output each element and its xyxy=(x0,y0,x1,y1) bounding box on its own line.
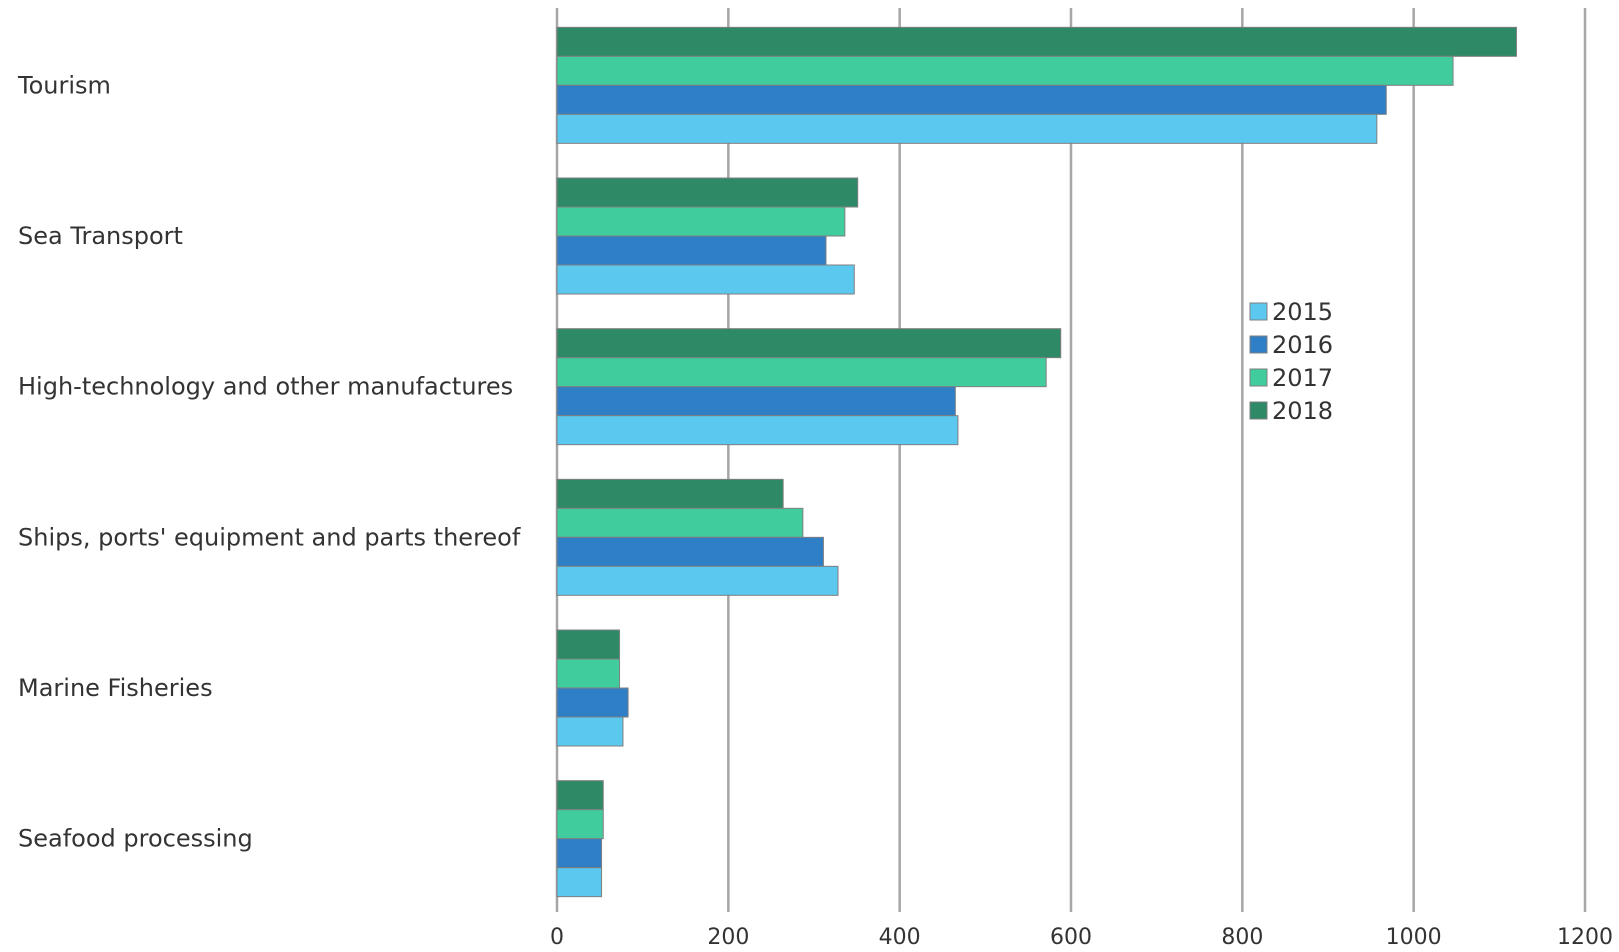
x-tick-label: 1000 xyxy=(1386,925,1442,950)
bar-2018-3 xyxy=(556,478,784,509)
bars xyxy=(556,26,1517,898)
bar-2015-3 xyxy=(556,565,839,596)
bar-2015-2 xyxy=(556,415,959,446)
legend-swatch-2017 xyxy=(1249,368,1268,387)
legend-label: 2015 xyxy=(1272,298,1333,326)
x-tick-label: 800 xyxy=(1221,925,1263,950)
x-tick-label: 600 xyxy=(1050,925,1092,950)
category-label: Sea Transport xyxy=(18,222,183,250)
bar-2017-2 xyxy=(556,357,1047,388)
category-label: Tourism xyxy=(17,71,111,99)
bar-2018-2 xyxy=(556,328,1062,359)
bar-2016-2 xyxy=(556,386,956,417)
bar-2018-5 xyxy=(556,780,604,811)
category-label: Seafood processing xyxy=(18,825,253,853)
x-tick-label: 0 xyxy=(550,925,564,950)
bar-2015-5 xyxy=(556,867,603,898)
legend-label: 2017 xyxy=(1272,364,1333,392)
x-axis-tick-labels: 0 200 400 600 800 1000 1200 xyxy=(550,925,1613,950)
legend-label: 2016 xyxy=(1272,331,1333,359)
category-label: Ships, ports' equipment and parts thereo… xyxy=(18,523,521,551)
bar-2017-5 xyxy=(556,809,604,840)
category-label: High-technology and other manufactures xyxy=(18,373,513,401)
bar-2017-1 xyxy=(556,206,846,237)
gridlines xyxy=(555,8,1587,912)
bar-2017-4 xyxy=(556,658,621,689)
bar-2017-0 xyxy=(556,55,1454,86)
bar-2017-3 xyxy=(556,507,804,538)
bar-2018-0 xyxy=(556,26,1517,57)
x-tick-label: 400 xyxy=(879,925,921,950)
legend-swatch-2016 xyxy=(1249,335,1268,354)
category-labels: Tourism Sea Transport High-technology and … xyxy=(17,71,521,852)
legend-swatch-2015 xyxy=(1249,302,1268,321)
bar-2018-4 xyxy=(556,629,621,660)
x-tick-label: 200 xyxy=(707,925,749,950)
bar-2015-4 xyxy=(556,716,624,747)
bar-2015-0 xyxy=(556,113,1378,144)
bar-2016-4 xyxy=(556,687,629,718)
bar-2016-5 xyxy=(556,838,603,869)
legend: 2015 2016 2017 2018 xyxy=(1249,298,1333,425)
bar-2016-0 xyxy=(556,84,1387,115)
bar-2016-1 xyxy=(556,235,827,266)
bar-2016-3 xyxy=(556,536,824,567)
x-tick-label: 1200 xyxy=(1557,925,1613,950)
bar-2015-1 xyxy=(556,264,855,295)
bar-2018-1 xyxy=(556,177,859,208)
legend-swatch-2018 xyxy=(1249,401,1268,420)
category-label: Marine Fisheries xyxy=(18,674,213,702)
legend-label: 2018 xyxy=(1272,397,1333,425)
